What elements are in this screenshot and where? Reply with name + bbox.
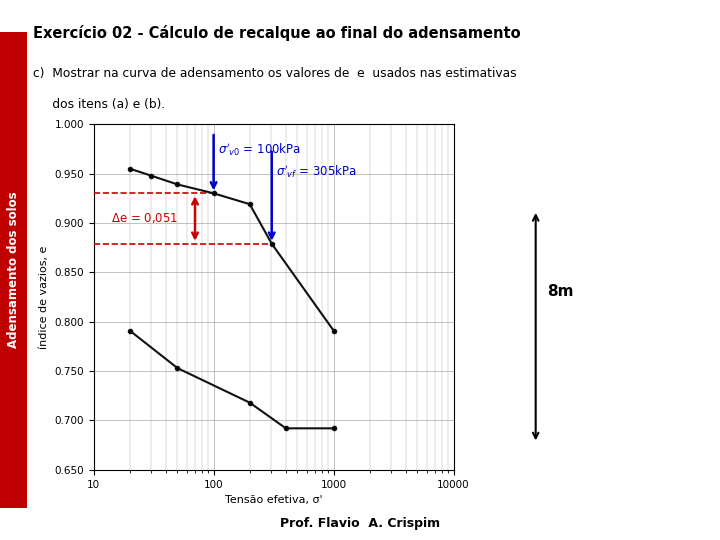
Text: Exercício 02 - Cálculo de recalque ao final do adensamento: Exercício 02 - Cálculo de recalque ao fi… — [33, 25, 521, 41]
Text: c)  Mostrar na curva de adensamento os valores de  e  usados nas estimativas: c) Mostrar na curva de adensamento os va… — [33, 66, 516, 80]
Text: $\Delta$e = 0,051: $\Delta$e = 0,051 — [111, 212, 179, 226]
X-axis label: Tensão efetiva, σ': Tensão efetiva, σ' — [225, 495, 323, 505]
Text: 8m: 8m — [547, 284, 574, 299]
Text: $\sigma'_{vf}$ = 305kPa: $\sigma'_{vf}$ = 305kPa — [276, 163, 356, 180]
Text: dos itens (a) e (b).: dos itens (a) e (b). — [33, 98, 165, 111]
Text: $\sigma'_{v0}$ = 100kPa: $\sigma'_{v0}$ = 100kPa — [217, 141, 301, 158]
Y-axis label: índice de vazios, e: índice de vazios, e — [39, 245, 49, 349]
Text: Prof. Flavio  A. Crispim: Prof. Flavio A. Crispim — [280, 516, 440, 530]
Text: Adensamento dos solos: Adensamento dos solos — [7, 192, 20, 348]
